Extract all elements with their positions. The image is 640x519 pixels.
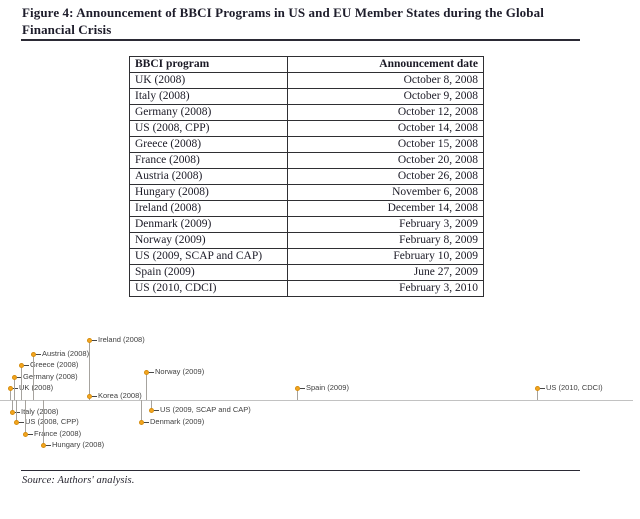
table-header-program: BBCI program	[129, 56, 288, 73]
timeline-stem-us-2009-scap-cap	[151, 400, 152, 410]
timeline-label-france-2008: France (2008)	[28, 429, 81, 439]
timeline-stem-norway-2009	[146, 372, 147, 400]
timeline-label-italy-2008: Italy (2008)	[15, 407, 59, 417]
timeline-stem-us-2010-cdci	[537, 388, 538, 400]
table-row: Spain (2009) June 27, 2009	[129, 264, 484, 281]
table-row: Hungary (2008) November 6, 2008	[129, 184, 484, 201]
table-cell-date: October 9, 2008	[287, 88, 484, 105]
table-cell-program: Ireland (2008)	[129, 200, 288, 217]
table-cell-program: Italy (2008)	[129, 88, 288, 105]
timeline-label-norway-2009: Norway (2009)	[149, 367, 204, 377]
table-cell-program: Denmark (2009)	[129, 216, 288, 233]
timeline-label-korea-2008: Korea (2008)	[92, 391, 142, 401]
table-cell-date: October 12, 2008	[287, 104, 484, 121]
source-note: Source: Authors' analysis.	[22, 475, 135, 486]
timeline-stem-spain-2009	[297, 388, 298, 400]
timeline-stem-austria-2008	[33, 354, 34, 400]
timeline-stem-hungary-2008	[43, 400, 44, 445]
timeline-stem-us-2008-cpp	[16, 400, 17, 422]
table-cell-program: Greece (2008)	[129, 136, 288, 153]
timeline-label-hungary-2008: Hungary (2008)	[46, 440, 104, 450]
table-cell-program: US (2009, SCAP and CAP)	[129, 248, 288, 265]
table-header-date: Announcement date	[287, 56, 484, 73]
table-cell-date: December 14, 2008	[287, 200, 484, 217]
announcement-table: BBCI program Announcement date UK (2008)…	[129, 56, 484, 297]
timeline-stem-denmark-2009	[141, 400, 142, 422]
timeline-stem-france-2008	[25, 400, 26, 434]
timeline-stem-germany-2008	[14, 377, 15, 400]
table-cell-program: Austria (2008)	[129, 168, 288, 185]
table-row: Norway (2009) February 8, 2009	[129, 232, 484, 249]
table-cell-date: June 27, 2009	[287, 264, 484, 281]
timeline-label-austria-2008: Austria (2008)	[36, 349, 89, 359]
table-cell-date: February 3, 2009	[287, 216, 484, 233]
timeline-label-greece-2008: Greece (2008)	[24, 360, 78, 370]
timeline-chart: UK (2008) Italy (2008) Germany (2008) US…	[0, 330, 640, 458]
timeline-stem-uk-2008	[10, 388, 11, 400]
table-cell-program: Norway (2009)	[129, 232, 288, 249]
table-row: US (2009, SCAP and CAP) February 10, 200…	[129, 248, 484, 265]
table-cell-date: October 26, 2008	[287, 168, 484, 185]
table-cell-date: February 10, 2009	[287, 248, 484, 265]
timeline-label-us-2008-cpp: US (2008, CPP)	[19, 417, 79, 427]
table-cell-date: February 3, 2010	[287, 280, 484, 297]
table-cell-date: October 15, 2008	[287, 136, 484, 153]
timeline-stem-greece-2008	[21, 365, 22, 400]
table-row: Austria (2008) October 26, 2008	[129, 168, 484, 185]
table-cell-program: Germany (2008)	[129, 104, 288, 121]
table-row: France (2008) October 20, 2008	[129, 152, 484, 169]
table-row: US (2010, CDCI) February 3, 2010	[129, 280, 484, 297]
table-cell-date: October 8, 2008	[287, 72, 484, 89]
timeline-axis	[0, 400, 633, 401]
table-row: Greece (2008) October 15, 2008	[129, 136, 484, 153]
figure-title: Figure 4: Announcement of BBCI Programs …	[22, 5, 544, 37]
timeline-stem-italy-2008	[12, 400, 13, 412]
table-cell-program: US (2010, CDCI)	[129, 280, 288, 297]
table-cell-program: US (2008, CPP)	[129, 120, 288, 137]
timeline-label-us-2009-scap-cap: US (2009, SCAP and CAP)	[154, 405, 251, 415]
table-cell-date: October 20, 2008	[287, 152, 484, 169]
table-cell-date: October 14, 2008	[287, 120, 484, 137]
table-cell-program: Spain (2009)	[129, 264, 288, 281]
table-row: Germany (2008) October 12, 2008	[129, 104, 484, 121]
table-row: US (2008, CPP) October 14, 2008	[129, 120, 484, 137]
timeline-label-germany-2008: Germany (2008)	[17, 372, 78, 382]
timeline-label-spain-2009: Spain (2009)	[300, 383, 349, 393]
table-cell-program: France (2008)	[129, 152, 288, 169]
table-cell-program: Hungary (2008)	[129, 184, 288, 201]
timeline-label-denmark-2009: Denmark (2009)	[144, 417, 204, 427]
table-cell-date: November 6, 2008	[287, 184, 484, 201]
bottom-rule	[21, 470, 580, 471]
table-row: Ireland (2008) December 14, 2008	[129, 200, 484, 217]
table-row: Italy (2008) October 9, 2008	[129, 88, 484, 105]
timeline-label-us-2010-cdci: US (2010, CDCI)	[540, 383, 603, 393]
table-row: Denmark (2009) February 3, 2009	[129, 216, 484, 233]
timeline-label-uk-2008: UK (2008)	[13, 383, 53, 393]
timeline-label-ireland-2008: Ireland (2008)	[92, 335, 145, 345]
table-row: UK (2008) October 8, 2008	[129, 72, 484, 89]
table-cell-date: February 8, 2009	[287, 232, 484, 249]
table-cell-program: UK (2008)	[129, 72, 288, 89]
title-rule	[21, 39, 580, 41]
timeline-stem-ireland-2008	[89, 340, 90, 400]
table-header-row: BBCI program Announcement date	[129, 56, 484, 73]
